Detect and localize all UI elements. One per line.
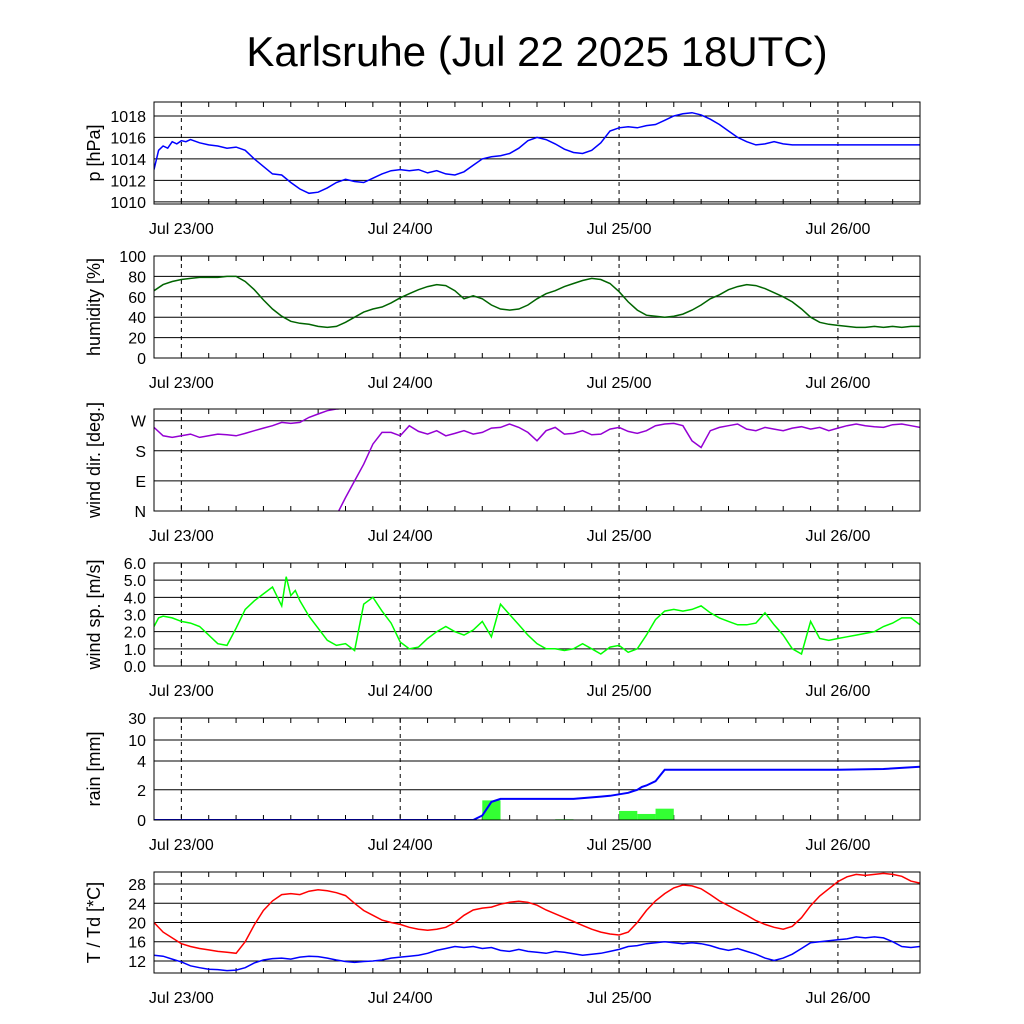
y-tick-label: 1010 [110,195,146,212]
series-line-wind_speed [154,576,920,656]
wind-dir-line [154,409,339,439]
x-tick-label: Jul 24/00 [368,683,433,700]
wind-dir-line [338,422,920,511]
panel-0: 1010 1012 1014 1016 1018 Jul 23/00 Jul 24/00 Ju… [84,101,921,238]
y-tick-label: S [135,444,146,461]
y-tick-label: 16 [128,935,146,952]
y-tick-label: 1016 [110,130,146,147]
rain-bar [637,813,656,820]
x-tick-label: Jul 26/00 [805,375,870,392]
x-tick-label: Jul 23/00 [149,528,214,545]
plot-area [154,275,920,329]
x-tick-label: Jul 23/00 [149,221,214,238]
x-tick-label: Jul 25/00 [587,990,652,1007]
y-tick-label: 1014 [110,152,146,169]
x-tick-label: Jul 25/00 [587,221,652,238]
y-tick-label: 60 [128,290,146,307]
panel-frame [153,717,921,821]
x-tick-label: Jul 25/00 [587,375,652,392]
plot-area [154,872,920,972]
x-tick-label: Jul 23/00 [149,837,214,854]
y-axis-label: wind sp. [m/s] [84,559,104,670]
y-axis-label: humidity [%] [84,258,104,356]
panel-frame [153,562,921,667]
y-tick-label: 10 [128,733,146,750]
y-tick-label: 6.0 [124,556,146,573]
y-tick-label: 2 [137,783,146,800]
x-tick-label: Jul 25/00 [587,528,652,545]
x-tick-label: Jul 24/00 [368,221,433,238]
panel-4: 0 2 4 10 30 Jul 23/00 Jul 24/00 Jul 25/00 Jul 26… [84,711,921,854]
x-tick-label: Jul 23/00 [149,990,214,1007]
y-tick-label: 20 [128,331,146,348]
y-tick-label: W [131,414,147,431]
y-axis-label: rain [mm] [84,731,104,806]
plot-area [154,765,920,820]
x-tick-label: Jul 26/00 [805,683,870,700]
y-tick-label: 1.0 [124,642,146,659]
y-tick-label: 20 [128,916,146,933]
rain-bar [482,800,501,820]
y-tick-label: 0 [137,351,146,368]
plot-area [154,576,920,656]
y-tick-label: E [135,474,146,491]
panel-1: 0 20 40 60 80 100 Jul 23/00 Jul 24/00 Jul 25/00 J… [84,249,921,392]
x-tick-label: Jul 26/00 [805,221,870,238]
x-tick-label: Jul 26/00 [805,528,870,545]
x-tick-label: Jul 24/00 [368,990,433,1007]
panel-frame [153,871,921,974]
y-tick-label: 0 [137,813,146,830]
y-axis-label: T / Td [*C] [84,882,104,963]
y-tick-label: 1018 [110,109,146,126]
series-line-Td [154,936,920,972]
x-tick-label: Jul 24/00 [368,528,433,545]
y-tick-label: 4.0 [124,590,146,607]
x-tick-label: Jul 25/00 [587,683,652,700]
x-tick-label: Jul 24/00 [368,837,433,854]
series-line-T [154,872,920,955]
rain-bar [619,810,638,820]
plot-area [154,111,920,195]
y-tick-label: 5.0 [124,573,146,590]
y-tick-label: 40 [128,310,146,327]
y-tick-label: 2.0 [124,625,146,642]
y-tick-label: 80 [128,269,146,286]
y-tick-label: 24 [128,896,146,913]
panel-frame [153,101,921,205]
panel-3: 0.01.02.03.04.05.06.0 Jul 23/00 Jul 24/00 J… [84,556,921,700]
x-tick-label: Jul 26/00 [805,990,870,1007]
x-tick-label: Jul 26/00 [805,837,870,854]
series-line-pressure [154,111,920,195]
y-axis-label: p [hPa] [84,124,104,181]
rain-bar [655,808,674,820]
rain-cumulative-line [154,765,920,820]
panel-frame [153,255,921,359]
x-tick-label: Jul 23/00 [149,683,214,700]
y-tick-label: 1012 [110,173,146,190]
panel-5: 12 16 20 24 28 Jul 23/00 Jul 24/00 Jul 25/00 Jul… [84,871,921,1007]
y-tick-label: 12 [128,954,146,971]
x-tick-label: Jul 25/00 [587,837,652,854]
y-tick-label: 28 [128,877,146,894]
x-tick-label: Jul 23/00 [149,375,214,392]
y-tick-label: 100 [119,249,146,266]
y-axis-label: wind dir. [deg.] [84,402,104,519]
y-tick-label: 30 [128,711,146,728]
y-tick-label: 3.0 [124,608,146,625]
panel-frame [153,408,921,512]
y-tick-label: 0.0 [124,659,146,676]
series-line-humidity [154,275,920,329]
x-tick-label: Jul 24/00 [368,375,433,392]
plot-area [154,409,920,511]
chart-title: Karlsruhe (Jul 22 2025 18UTC) [246,28,827,75]
y-tick-label: N [134,504,146,521]
y-tick-label: 4 [137,754,146,771]
